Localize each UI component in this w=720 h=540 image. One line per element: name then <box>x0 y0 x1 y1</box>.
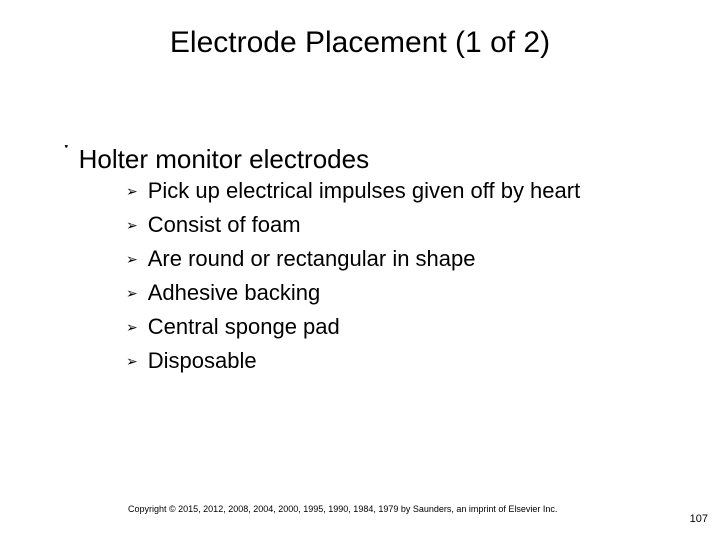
sublist-item: ➢ Disposable <box>126 346 580 376</box>
sublist-item-text: Consist of foam <box>148 210 301 240</box>
arrow-icon: ➢ <box>126 278 138 308</box>
sublist-item-text: Central sponge pad <box>148 312 340 342</box>
page-number: 107 <box>690 513 708 525</box>
sublist-item: ➢ Central sponge pad <box>126 312 580 342</box>
arrow-icon: ➢ <box>126 176 138 206</box>
sublist-item-text: Adhesive backing <box>148 278 320 308</box>
sublist-item: ➢ Adhesive backing <box>126 278 580 308</box>
sublist-item: ➢ Consist of foam <box>126 210 580 240</box>
sublist: ➢ Pick up electrical impulses given off b… <box>126 176 580 380</box>
slide-title: Electrode Placement (1 of 2) <box>0 26 720 60</box>
sublist-item-text: Pick up electrical impulses given off by… <box>148 176 580 206</box>
arrow-icon: ➢ <box>126 210 138 240</box>
sublist-item-text: Disposable <box>148 346 257 376</box>
heading-text: Holter monitor electrodes <box>79 144 369 175</box>
copyright-text: Copyright © 2015, 2012, 2008, 2004, 2000… <box>128 504 557 514</box>
arrow-icon: ➢ <box>126 244 138 274</box>
arrow-icon: ➢ <box>126 312 138 342</box>
arrow-icon: ➢ <box>126 346 138 376</box>
sublist-item: ➢ Pick up electrical impulses given off b… <box>126 176 580 206</box>
sublist-item: ➢ Are round or rectangular in shape <box>126 244 580 274</box>
heading-bullet-icon: ་ <box>64 128 69 190</box>
slide: { "title": { "text": "Electrode Placemen… <box>0 0 720 540</box>
sublist-item-text: Are round or rectangular in shape <box>148 244 476 274</box>
